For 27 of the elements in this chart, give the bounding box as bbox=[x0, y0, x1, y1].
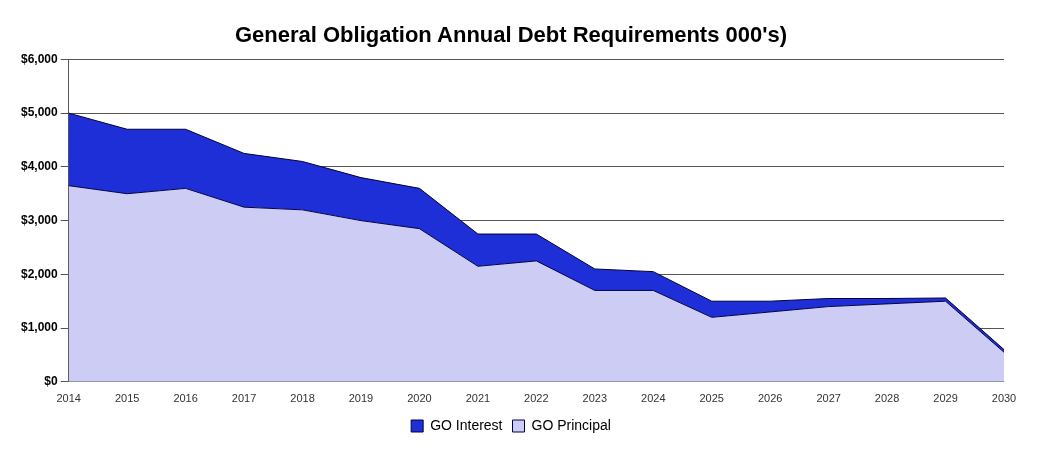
y-tick-label: $5,000 bbox=[21, 105, 59, 120]
chart-title: General Obligation Annual Debt Requirements 000's) bbox=[234, 22, 788, 48]
y-tick-label: $2,000 bbox=[21, 266, 59, 281]
x-tick-label: 2014 bbox=[56, 392, 81, 405]
legend-label: GO Interest bbox=[430, 416, 503, 433]
x-tick-label: 2015 bbox=[114, 392, 140, 405]
x-tick-label: 2026 bbox=[757, 392, 783, 405]
x-tick-label: 2020 bbox=[407, 392, 432, 405]
x-tick-label: 2029 bbox=[933, 392, 958, 405]
y-tick-label: $6,000 bbox=[21, 51, 59, 66]
x-tick-label: 2023 bbox=[582, 392, 608, 405]
x-tick-label: 2025 bbox=[699, 392, 724, 405]
x-tick-label: 2018 bbox=[290, 392, 315, 405]
x-tick-label: 2019 bbox=[348, 392, 374, 405]
y-tick-label: $0 bbox=[44, 374, 59, 389]
y-tick-label: $1,000 bbox=[21, 320, 59, 335]
y-tick-label: $4,000 bbox=[21, 159, 59, 174]
x-tick-label: 2030 bbox=[991, 392, 1017, 405]
legend-label: GO Principal bbox=[531, 416, 611, 433]
x-tick-label: 2016 bbox=[173, 392, 198, 405]
x-tick-label: 2028 bbox=[874, 392, 900, 405]
x-tick-label: 2017 bbox=[231, 392, 257, 405]
x-tick-label: 2021 bbox=[465, 392, 491, 405]
x-tick-label: 2022 bbox=[524, 392, 549, 405]
x-tick-label: 2024 bbox=[641, 392, 666, 405]
y-tick-label: $3,000 bbox=[21, 212, 59, 227]
x-tick-label: 2027 bbox=[816, 392, 841, 405]
